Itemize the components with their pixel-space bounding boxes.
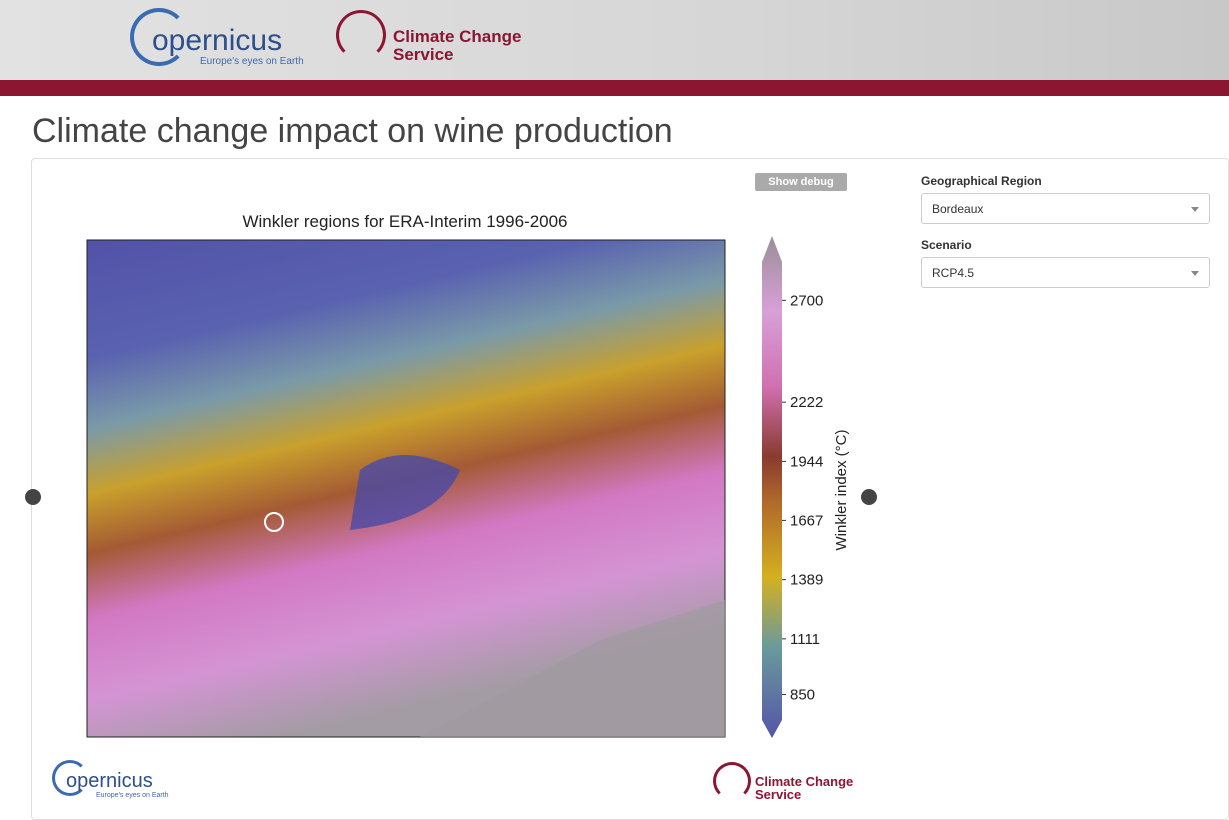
service-line: Climate Change (393, 27, 522, 46)
logo-ring (130, 8, 188, 66)
page-title: Climate change impact on wine production (32, 112, 673, 150)
service-text: Climate Change Service (393, 28, 521, 64)
footer-logo-tagline: Europe's eyes on Earth (96, 792, 169, 799)
field-label: Scenario (921, 238, 972, 252)
header-band (0, 80, 1229, 96)
logo-tagline: Europe's eyes on Earth (200, 56, 304, 67)
service-line: Climate Change (755, 774, 854, 789)
debug-button[interactable]: Show debug (755, 173, 847, 191)
footer-logo-ring (52, 760, 88, 796)
footer-logo-text: opernicus (66, 770, 153, 792)
service-line: Service (755, 787, 802, 802)
service-line: Service (393, 45, 454, 64)
footer-service-text: Climate Change Service (755, 775, 853, 801)
header: opernicus Europe's eyes on Earth Climate… (0, 0, 1229, 80)
footer-service-icon (713, 762, 751, 800)
service-icon (336, 10, 386, 60)
logo-text: opernicus (152, 24, 283, 57)
prev-arrow[interactable] (25, 489, 41, 505)
next-arrow[interactable] (861, 489, 877, 505)
scenario-select[interactable]: RCP4.5 (921, 257, 1210, 288)
field-label: Geographical Region (921, 174, 1042, 188)
region-select[interactable]: Bordeaux (921, 193, 1210, 224)
